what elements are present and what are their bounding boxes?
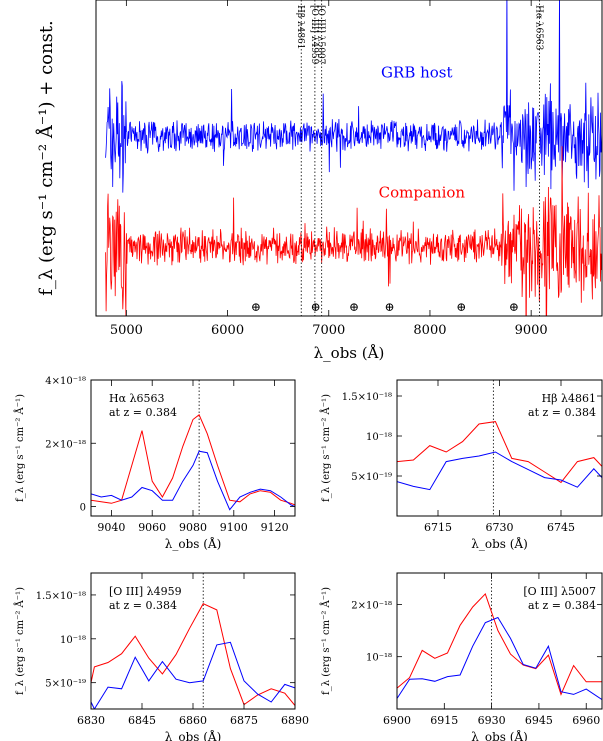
y-axis-label: f_λ (erg s⁻¹ cm⁻² Å⁻¹) + const. [35,20,57,296]
panel-title: [O III] λ4959 [109,585,182,598]
panel-title: [O III] λ5007 [523,585,596,598]
panel-subtitle: at z = 0.384 [528,406,596,419]
x-tick-label: 9060 [138,521,166,534]
telluric-symbol: ⊕ [349,300,359,314]
telluric-symbol: ⊕ [311,300,321,314]
series-label: GRB host [381,63,452,81]
series-line-companion [397,421,602,484]
x-tick-label: 6960 [572,714,600,727]
x-tick-label: 6845 [128,714,156,727]
y-tick-label: 0 [80,503,86,514]
x-axis-label: λ_obs (Å) [314,344,385,362]
x-axis-label: λ_obs (Å) [471,536,528,551]
series-line-companion [397,592,602,696]
series-line-companion [91,414,295,506]
y-tick-label: 2×10⁻¹⁸ [45,439,86,450]
panel-subtitle: at z = 0.384 [109,599,177,612]
x-tick-label: 9000 [515,323,548,338]
x-tick-label: 9120 [261,521,289,534]
series-line-companion [91,603,295,706]
x-tick-label: 6715 [424,521,452,534]
plot-area [105,0,602,316]
x-tick-label: 9100 [220,521,248,534]
x-tick-label: 6875 [230,714,258,727]
series-line-grb-host [91,450,295,511]
panel-subtitle: at z = 0.384 [528,599,596,612]
x-axis-label: λ_obs (Å) [165,729,222,741]
telluric-symbol: ⊕ [509,300,519,314]
series-line-grb-host [397,451,602,491]
x-tick-label: 6915 [430,714,458,727]
line-label: [O III] λ4959 [309,5,319,65]
line-label: [O III] λ5007 [316,5,326,65]
plot-area [397,380,602,516]
x-tick-label: 9080 [179,521,207,534]
y-axis-label: f_λ (erg s⁻¹ cm⁻² Å⁻¹) [320,394,332,502]
y-tick-label: 5×10⁻¹⁹ [351,472,392,483]
x-tick-label: 6930 [478,714,506,727]
y-tick-label: 10⁻¹⁸ [366,432,392,443]
y-tick-label: 1.5×10⁻¹⁸ [342,392,392,403]
y-tick-label: 5×10⁻¹⁹ [45,679,86,690]
plot-area [91,380,295,516]
x-tick-label: 8000 [413,323,446,338]
y-axis-label: f_λ (erg s⁻¹ cm⁻² Å⁻¹) [14,394,26,502]
telluric-symbol: ⊕ [251,300,261,314]
y-tick-label: 4×10⁻¹⁸ [45,376,86,387]
x-tick-label: 6000 [211,323,244,338]
y-axis-label: f_λ (erg s⁻¹ cm⁻² Å⁻¹) [320,587,332,695]
series-line-companion [105,146,602,316]
x-tick-label: 9040 [97,521,125,534]
series-label: Companion [379,184,466,202]
plot-area [91,573,295,709]
y-tick-label: 10⁻¹⁸ [366,653,392,664]
line-label: Hβ λ4861 [295,5,305,50]
x-tick-label: 7000 [312,323,345,338]
x-axis-label: λ_obs (Å) [165,536,222,551]
x-tick-label: 6900 [383,714,411,727]
line-label: Hα λ6563 [534,5,544,51]
y-tick-label: 1.5×10⁻¹⁸ [36,591,86,602]
x-tick-label: 6730 [486,521,514,534]
y-tick-label: 10⁻¹⁸ [60,635,86,646]
plot-area [397,573,602,709]
telluric-symbol: ⊕ [456,300,466,314]
series-line-grb-host [91,641,295,709]
x-tick-label: 6860 [179,714,207,727]
x-tick-label: 6890 [281,714,309,727]
x-tick-label: 5000 [110,323,143,338]
x-tick-label: 6830 [77,714,105,727]
panel-subtitle: at z = 0.384 [109,406,177,419]
y-tick-label: 2×10⁻¹⁸ [351,600,392,611]
x-axis-label: λ_obs (Å) [471,729,528,741]
panel-title: Hα λ6563 [109,392,164,405]
x-tick-label: 6745 [547,521,575,534]
panel-title: Hβ λ4861 [542,392,596,405]
telluric-symbol: ⊕ [384,300,394,314]
y-axis-label: f_λ (erg s⁻¹ cm⁻² Å⁻¹) [14,587,26,695]
series-line-grb-host [105,0,602,193]
axes-frame [396,572,603,710]
x-tick-label: 6945 [525,714,553,727]
axes-frame [95,0,603,317]
series-line-grb-host [397,616,602,701]
chart-main: GRB host Companion Hβ λ4861 [O III] λ4959[O… [35,0,603,362]
